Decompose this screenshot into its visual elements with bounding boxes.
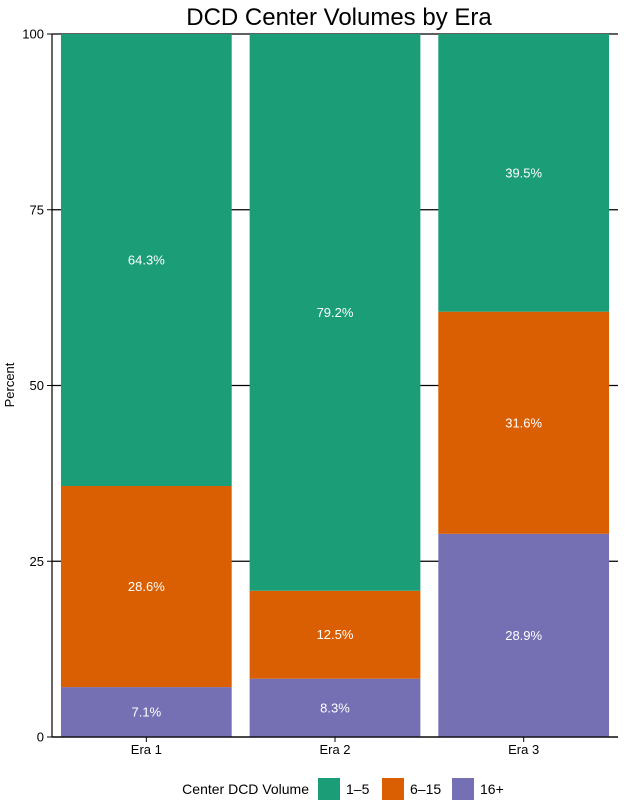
bar-segment [249,34,421,591]
legend-title: Center DCD Volume [182,781,309,797]
bar-segment [438,311,610,534]
legend-label: 1–5 [346,781,370,797]
bar-segment [249,678,421,737]
bar-segment [438,533,610,737]
chart-title: DCD Center Volumes by Era [186,4,492,31]
y-tick-label: 75 [30,202,44,217]
bar-segment [60,34,232,487]
legend-swatch [452,778,474,800]
data-label: 12.5% [317,627,354,642]
data-label: 31.6% [505,415,542,430]
bars: 7.1% 28.6% 64.3% 8.3% 12.5% 79.2% 28.9% 31.6% 39… [60,34,610,737]
data-label: 28.6% [128,579,165,594]
legend: Center DCD Volume 1–5 6–15 16+ [182,778,504,800]
data-label: 28.9% [505,628,542,643]
y-axis-label: Percent [2,362,17,407]
data-label: 79.2% [317,305,354,320]
data-label: 8.3% [320,700,350,715]
y-tick-label: 50 [30,378,44,393]
data-label: 7.1% [132,705,162,720]
data-label: 39.5% [505,165,542,180]
x-tick-label: Era 1 [131,742,162,757]
legend-label: 6–15 [410,781,441,797]
bar-segment [249,590,421,679]
legend-label: 16+ [480,781,504,797]
legend-swatch [318,778,340,800]
data-label: 64.3% [128,253,165,268]
x-tick-label: Era 3 [508,742,539,757]
y-tick-label: 100 [22,27,44,42]
bar-segment [438,34,610,312]
axes: 0 25 50 75 100 Era 1 Era 2 Era 3 [22,27,618,757]
legend-swatch [382,778,404,800]
y-tick-label: 0 [37,730,44,745]
bar-segment [60,486,232,688]
y-tick-label: 25 [30,554,44,569]
x-tick-label: Era 2 [319,742,350,757]
bar-segment [60,687,232,737]
